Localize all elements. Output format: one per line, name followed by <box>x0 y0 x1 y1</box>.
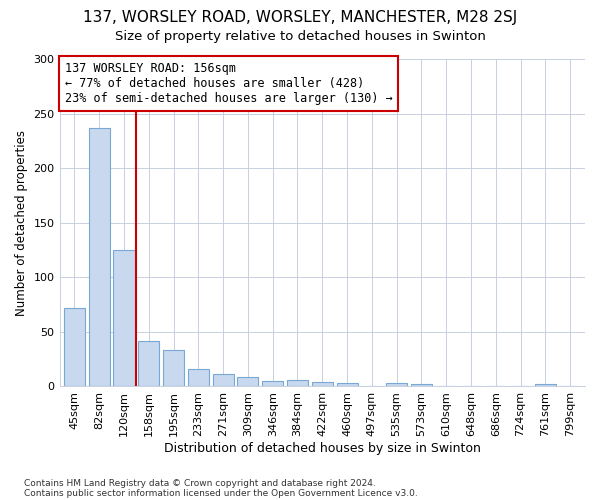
Bar <box>89 128 110 386</box>
Bar <box>386 383 407 386</box>
Y-axis label: Number of detached properties: Number of detached properties <box>15 130 28 316</box>
Text: Contains public sector information licensed under the Open Government Licence v3: Contains public sector information licen… <box>24 488 418 498</box>
Text: Size of property relative to detached houses in Swinton: Size of property relative to detached ho… <box>115 30 485 43</box>
Text: 137, WORSLEY ROAD, WORSLEY, MANCHESTER, M28 2SJ: 137, WORSLEY ROAD, WORSLEY, MANCHESTER, … <box>83 10 517 25</box>
Bar <box>262 381 283 386</box>
Text: 137 WORSLEY ROAD: 156sqm
← 77% of detached houses are smaller (428)
23% of semi-: 137 WORSLEY ROAD: 156sqm ← 77% of detach… <box>65 62 392 106</box>
Bar <box>64 308 85 386</box>
Bar <box>188 369 209 386</box>
Text: Contains HM Land Registry data © Crown copyright and database right 2024.: Contains HM Land Registry data © Crown c… <box>24 478 376 488</box>
Bar <box>312 382 333 386</box>
Bar <box>113 250 134 386</box>
X-axis label: Distribution of detached houses by size in Swinton: Distribution of detached houses by size … <box>164 442 481 455</box>
Bar <box>411 384 432 386</box>
Bar <box>138 340 160 386</box>
Bar <box>163 350 184 386</box>
Bar <box>212 374 233 386</box>
Bar <box>337 383 358 386</box>
Bar <box>238 376 259 386</box>
Bar <box>287 380 308 386</box>
Bar <box>535 384 556 386</box>
